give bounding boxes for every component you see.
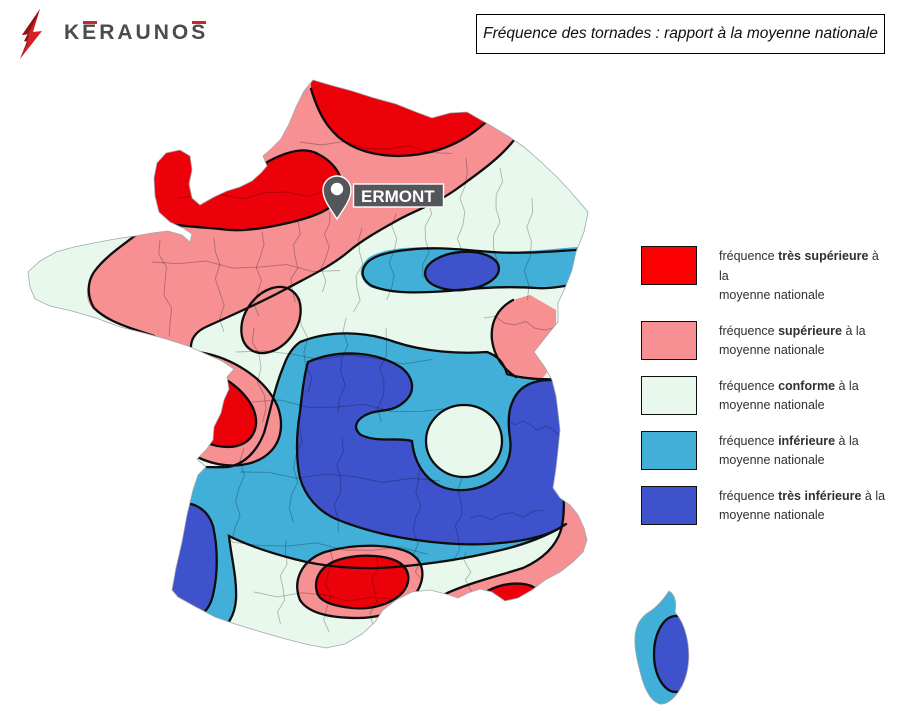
legend-swatch-conforme [641,375,697,415]
legend-swatch-tres-superieure [641,246,697,285]
legend-label: fréquence conforme à la moyenne national… [719,378,859,413]
corsica [634,591,689,705]
legend-swatch-inferieure [641,430,697,470]
legend: fréquence très supérieure à la moyenne n… [641,246,891,541]
zone-corse-tres-inferieure [652,614,689,694]
legend-item-inferieure: fréquence inférieure à la moyenne nation… [641,430,891,471]
legend-item-superieure: fréquence supérieure à la moyenne nation… [641,320,891,361]
marker-label-box [352,183,445,208]
zone-languedoc-tres-superieure [314,554,410,610]
legend-label: fréquence supérieure à la moyenne nation… [719,323,866,358]
map-pin-hole [330,182,344,196]
legend-swatch-tres-inferieure [641,485,697,525]
zone-landes-tres-inferieure [148,503,217,619]
legend-label: fréquence très supérieure à la moyenne n… [719,249,879,302]
marker-label: ERMONT [361,187,435,206]
legend-item-tres-inferieure: fréquence très inférieure à la moyenne n… [641,485,891,526]
legend-item-tres-superieure: fréquence très supérieure à la moyenne n… [641,246,891,306]
map-pin-icon [322,175,352,221]
corsica-coastline [634,590,690,705]
department-borders [151,140,560,637]
lightning-bolt-icon [20,9,42,59]
keraunos-logo: KERAUNOS [8,4,238,60]
zone-boundaries [87,87,588,635]
legend-label: fréquence très inférieure à la moyenne n… [719,488,886,523]
legend-item-conforme: fréquence conforme à la moyenne national… [641,375,891,416]
coastline [27,79,589,649]
legend-swatch-superieure [641,320,697,360]
zone-centre-tres-inferieure [295,352,586,546]
map-title-box: Fréquence des tornades : rapport à la mo… [476,14,885,54]
map-title: Fréquence des tornades : rapport à la mo… [483,25,878,42]
legend-label: fréquence inférieure à la moyenne nation… [719,433,859,468]
zone-trou-conforme [424,403,504,479]
location-marker: ERMONT [322,175,445,221]
brand-name: KERAUNOS [64,21,209,44]
